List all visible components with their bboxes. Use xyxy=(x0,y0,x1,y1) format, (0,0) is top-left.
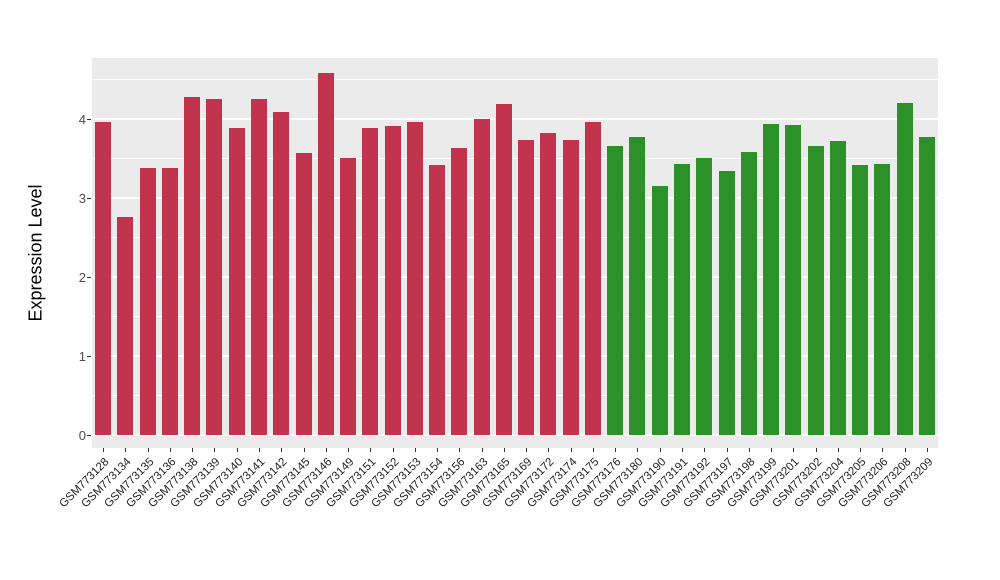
bar-GSM773175 xyxy=(584,122,601,435)
bar-GSM773199 xyxy=(763,123,780,435)
y-tick-mark xyxy=(87,356,91,357)
x-tick-mark xyxy=(637,448,639,452)
bar-GSM773209 xyxy=(918,137,935,435)
bar-GSM773128 xyxy=(95,122,112,435)
bar-GSM773152 xyxy=(384,126,401,435)
x-tick-mark xyxy=(392,448,394,452)
x-tick-mark xyxy=(414,448,416,452)
y-tick-mark xyxy=(87,198,91,199)
gridline-major xyxy=(92,355,938,357)
bar-GSM773204 xyxy=(829,141,846,435)
y-tick-label: 0 xyxy=(78,428,86,443)
x-tick-mark xyxy=(771,448,773,452)
x-tick-mark xyxy=(125,448,127,452)
x-tick-mark xyxy=(169,448,171,452)
bar-GSM773154 xyxy=(429,164,446,435)
bar-GSM773149 xyxy=(340,157,357,435)
y-tick-label: 3 xyxy=(78,191,86,206)
gridline-minor xyxy=(92,158,938,159)
x-tick-mark xyxy=(147,448,149,452)
y-tick-mark xyxy=(87,435,91,436)
bar-GSM773146 xyxy=(317,73,334,435)
bar-GSM773190 xyxy=(651,186,668,435)
x-tick-mark xyxy=(370,448,372,452)
gridline-major xyxy=(92,276,938,278)
bar-GSM773156 xyxy=(451,148,468,435)
bar-GSM773153 xyxy=(406,122,423,435)
x-tick-mark xyxy=(615,448,617,452)
x-tick-mark xyxy=(303,448,305,452)
gridline-major xyxy=(92,434,938,436)
bar-GSM773191 xyxy=(673,164,690,435)
bar-GSM773172 xyxy=(540,133,557,435)
x-tick-mark xyxy=(659,448,661,452)
x-tick-mark xyxy=(815,448,817,452)
x-tick-mark xyxy=(258,448,260,452)
gridline-major xyxy=(92,118,938,120)
x-tick-mark xyxy=(236,448,238,452)
bar-GSM773198 xyxy=(740,152,757,435)
x-tick-mark xyxy=(192,448,194,452)
x-tick-mark xyxy=(882,448,884,452)
x-tick-mark xyxy=(437,448,439,452)
bar-GSM773138 xyxy=(184,96,201,435)
bar-GSM773174 xyxy=(562,140,579,435)
bar-GSM773197 xyxy=(718,171,735,435)
y-tick-label: 2 xyxy=(78,270,86,285)
y-axis-title: Expression Level xyxy=(25,184,46,322)
x-tick-mark xyxy=(570,448,572,452)
bar-GSM773208 xyxy=(896,103,913,435)
gridline-minor xyxy=(92,316,938,317)
bar-GSM773136 xyxy=(161,167,178,435)
x-tick-mark xyxy=(860,448,862,452)
x-tick-mark xyxy=(325,448,327,452)
bar-GSM773192 xyxy=(696,157,713,435)
gridline-major xyxy=(92,197,938,199)
bar-GSM773165 xyxy=(495,104,512,435)
bar-GSM773180 xyxy=(629,137,646,435)
x-tick-mark xyxy=(548,448,550,452)
bar-GSM773139 xyxy=(206,99,223,435)
bar-GSM773141 xyxy=(250,99,267,435)
x-tick-mark xyxy=(348,448,350,452)
bar-GSM773145 xyxy=(295,152,312,435)
gridline-minor xyxy=(92,237,938,238)
x-tick-mark xyxy=(103,448,105,452)
x-tick-mark xyxy=(281,448,283,452)
gridline-minor xyxy=(92,79,938,80)
bar-GSM773206 xyxy=(874,164,891,435)
x-tick-mark xyxy=(748,448,750,452)
y-tick-mark xyxy=(87,119,91,120)
x-tick-mark xyxy=(837,448,839,452)
bar-GSM773142 xyxy=(273,111,290,435)
bar-GSM773201 xyxy=(785,125,802,435)
bar-GSM773205 xyxy=(852,164,869,435)
x-tick-mark xyxy=(503,448,505,452)
gridline-minor xyxy=(92,395,938,396)
x-tick-mark xyxy=(459,448,461,452)
bar-GSM773140 xyxy=(228,127,245,435)
x-tick-mark xyxy=(526,448,528,452)
bar-GSM773169 xyxy=(518,140,535,435)
x-tick-mark xyxy=(704,448,706,452)
x-tick-mark xyxy=(592,448,594,452)
x-tick-mark xyxy=(926,448,928,452)
plot-area xyxy=(92,58,938,448)
bar-GSM773176 xyxy=(607,145,624,435)
x-tick-mark xyxy=(481,448,483,452)
bar-GSM773163 xyxy=(473,119,490,435)
y-tick-label: 4 xyxy=(78,112,86,127)
x-tick-mark xyxy=(214,448,216,452)
x-tick-mark xyxy=(681,448,683,452)
bar-GSM773134 xyxy=(117,216,134,435)
bar-GSM773135 xyxy=(139,167,156,435)
x-tick-mark xyxy=(904,448,906,452)
x-tick-mark xyxy=(793,448,795,452)
y-tick-mark xyxy=(87,277,91,278)
x-tick-mark xyxy=(726,448,728,452)
bar-GSM773151 xyxy=(362,127,379,435)
y-tick-label: 1 xyxy=(78,349,86,364)
bar-GSM773202 xyxy=(807,145,824,435)
